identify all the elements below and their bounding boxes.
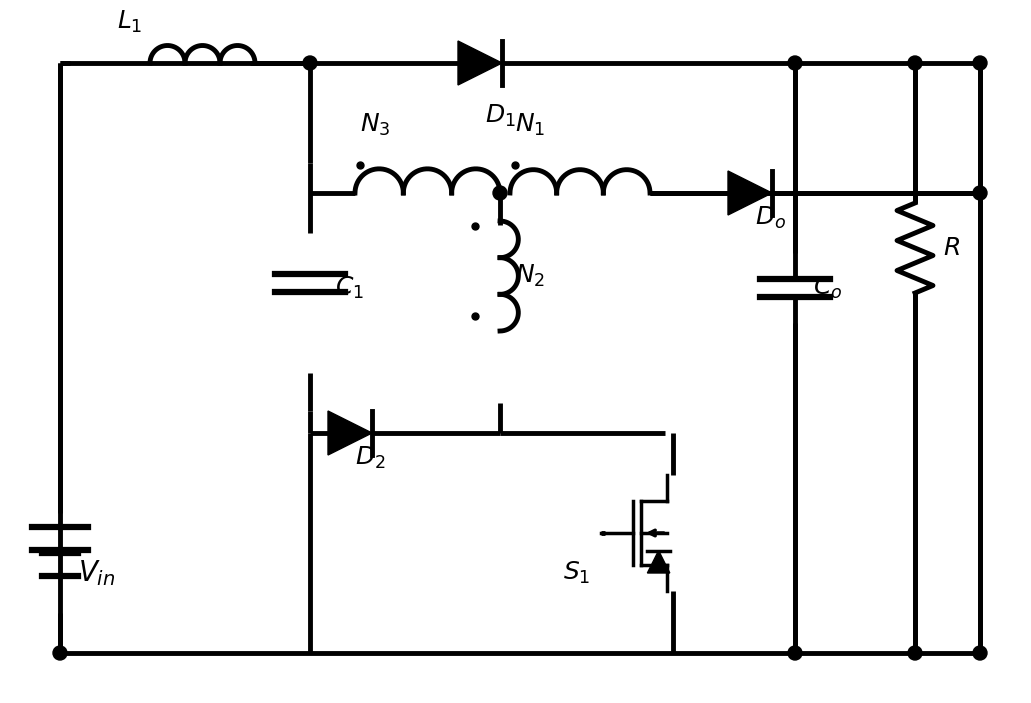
Circle shape <box>788 646 802 660</box>
Circle shape <box>53 646 67 660</box>
Text: $S_1$: $S_1$ <box>563 560 590 586</box>
Text: $N_3$: $N_3$ <box>360 112 391 138</box>
Text: $V_{in}$: $V_{in}$ <box>78 558 115 588</box>
Polygon shape <box>458 41 502 85</box>
Text: $C_o$: $C_o$ <box>813 275 842 301</box>
Circle shape <box>908 56 922 70</box>
Polygon shape <box>728 171 772 215</box>
Text: $N_2$: $N_2$ <box>516 263 545 289</box>
Text: $D_o$: $D_o$ <box>755 205 787 231</box>
Circle shape <box>908 646 922 660</box>
Circle shape <box>493 186 507 200</box>
Text: $D_1$: $D_1$ <box>485 103 516 129</box>
Text: $C_1$: $C_1$ <box>335 275 364 301</box>
Text: $R$: $R$ <box>943 236 960 260</box>
Text: $N_1$: $N_1$ <box>516 112 545 138</box>
Text: $L_1$: $L_1$ <box>118 9 142 35</box>
Circle shape <box>973 186 987 200</box>
Circle shape <box>973 646 987 660</box>
Polygon shape <box>647 550 670 573</box>
Polygon shape <box>328 411 372 455</box>
Circle shape <box>973 56 987 70</box>
Text: $D_2$: $D_2$ <box>355 445 386 471</box>
Circle shape <box>788 56 802 70</box>
Circle shape <box>303 56 317 70</box>
